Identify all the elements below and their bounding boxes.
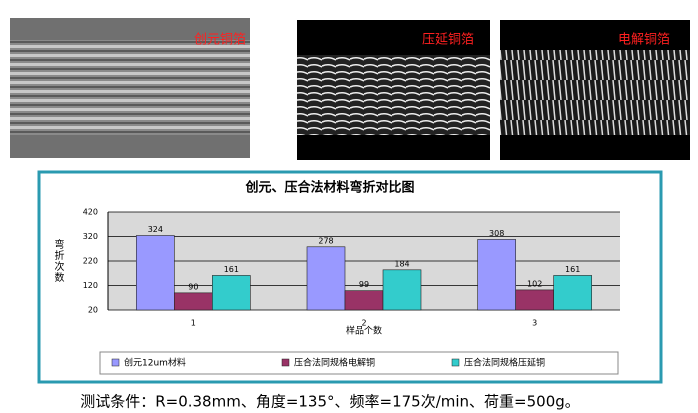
image-label: 创元铜箔 (194, 32, 246, 48)
legend-swatch (111, 358, 120, 367)
data-label: 102 (527, 279, 542, 288)
y-tick-label: 20 (88, 306, 98, 315)
legend-label: 创元12um材料 (124, 357, 186, 369)
legend-swatch (451, 358, 460, 367)
data-label: 90 (188, 282, 198, 291)
chart-title: 创元、压合法材料弯折对比图 (244, 180, 414, 196)
x-tick-label: 2 (361, 319, 366, 328)
legend (99, 351, 619, 375)
bar (174, 292, 213, 311)
x-axis-label: 样品个数 (346, 325, 382, 337)
bar (382, 269, 422, 311)
y-tick-label: 420 (83, 208, 98, 217)
image-label: 压延铜箔 (422, 32, 474, 48)
data-label: 99 (359, 280, 369, 289)
bar (212, 275, 251, 311)
legend-label: 压合法同规格电解铜 (294, 357, 375, 369)
x-tick-label: 1 (191, 319, 196, 328)
data-label: 324 (148, 225, 163, 234)
caption: 测试条件：R=0.38mm、角度=135°、频率=175次/min、荷重=500… (80, 393, 580, 411)
micrograph: 压延铜箔 (297, 20, 490, 160)
bar (515, 289, 554, 311)
y-axis-label: 弯折次数 (52, 238, 64, 283)
data-label: 278 (318, 236, 333, 245)
y-tick-label: 120 (83, 281, 98, 290)
image-label: 电解铜箔 (618, 32, 670, 48)
y-tick-label: 320 (83, 232, 98, 241)
legend-label: 压合法同规格压延铜 (464, 357, 545, 369)
bar (553, 275, 592, 311)
x-tick-label: 3 (532, 319, 537, 328)
y-tick-label: 220 (83, 257, 98, 266)
bar (344, 290, 384, 311)
data-label: 161 (565, 265, 580, 274)
bar (136, 235, 175, 311)
bar (477, 239, 516, 311)
micrograph: 电解铜箔 (500, 20, 690, 160)
legend-swatch (281, 358, 290, 367)
data-label: 161 (224, 265, 239, 274)
data-label: 184 (394, 259, 409, 268)
micrograph: 创元铜箔 (10, 18, 250, 158)
chart: 20 120 220 320 420 1 324 90 161 2 278 99 184 3 308 102 1… (83, 208, 620, 369)
bar (306, 246, 346, 311)
data-label: 308 (489, 229, 504, 238)
